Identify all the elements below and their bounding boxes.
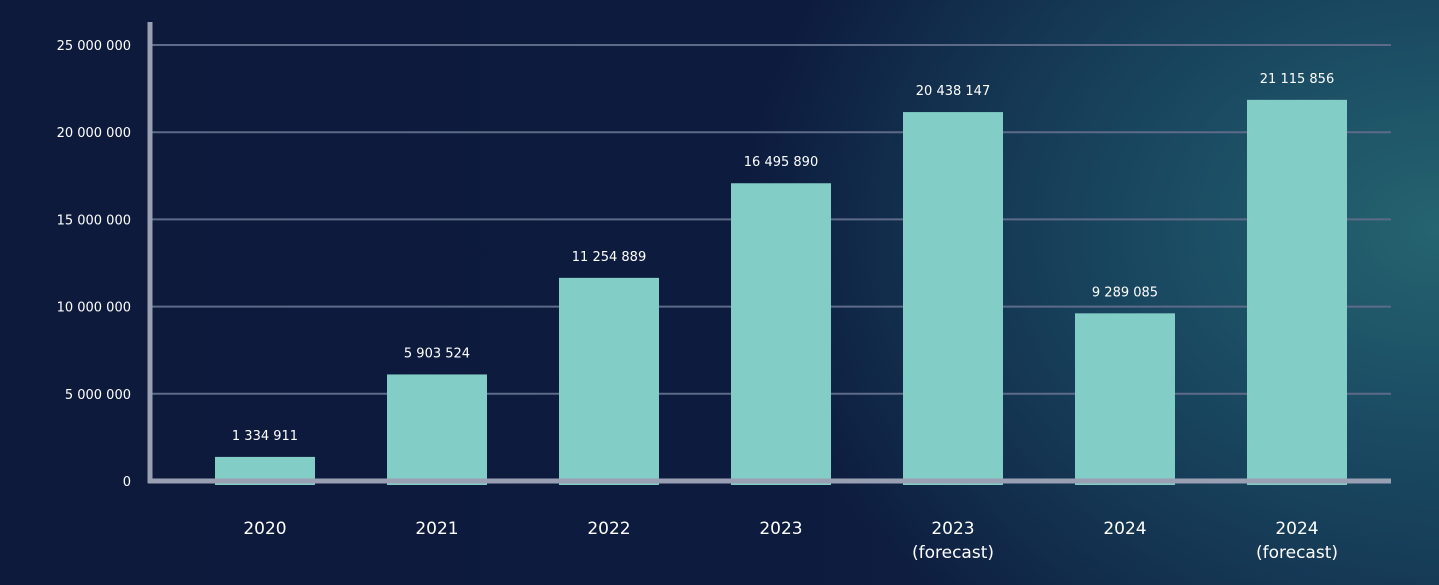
x-tick-label-line: 2022 [587, 519, 630, 539]
x-tick-label: 2023 [759, 519, 802, 539]
y-tick-label: 15 000 000 [57, 213, 131, 228]
y-tick-label: 5 000 000 [65, 388, 131, 403]
x-tick-label-line: 2020 [243, 519, 286, 539]
x-tick-label-line: (forecast) [912, 543, 994, 563]
bar-value-label: 16 495 890 [744, 155, 818, 170]
x-tick-label: 2020 [243, 519, 286, 539]
y-tick-label: 10 000 000 [57, 301, 131, 316]
bar [731, 183, 831, 485]
bar-value-label: 11 254 889 [572, 250, 646, 265]
bar-value-label: 21 115 856 [1260, 72, 1334, 87]
x-axis-labels: 2020 2021 2022 2023 2023 (forecast) 2024 2024 (f… [243, 519, 1338, 563]
y-tick-label: 0 [123, 475, 131, 490]
x-tick-label: 2022 [587, 519, 630, 539]
x-tick-label: 2023 (forecast) [912, 519, 994, 563]
x-tick-label: 2024 (forecast) [1256, 519, 1338, 563]
x-tick-label-line: 2024 [1275, 519, 1318, 539]
bar [1247, 99, 1347, 486]
bars [215, 99, 1347, 486]
bar [387, 374, 487, 485]
x-tick-label-line: 2024 [1103, 519, 1146, 539]
bar-value-label: 5 903 524 [404, 346, 470, 361]
x-tick-label-line: 2023 [931, 519, 974, 539]
bar [559, 277, 659, 485]
bar-value-label: 1 334 911 [232, 429, 298, 444]
bar [903, 112, 1003, 485]
y-tick-label: 20 000 000 [57, 126, 131, 141]
bar-value-label: 20 438 147 [916, 84, 990, 99]
x-tick-label: 2024 [1103, 519, 1146, 539]
x-tick-label-line: 2021 [415, 519, 458, 539]
x-tick-label: 2021 [415, 519, 458, 539]
bar-value-label: 9 289 085 [1092, 285, 1158, 300]
y-axis-ticks: 0 5 000 000 10 000 000 15 000 000 20 000 000… [57, 39, 131, 490]
bar [1075, 313, 1175, 485]
axes [147, 22, 1391, 484]
y-tick-label: 25 000 000 [57, 39, 131, 54]
x-tick-label-line: 2023 [759, 519, 802, 539]
value-labels: 1 334 911 5 903 524 11 254 889 16 495 890 20… [232, 72, 1334, 444]
x-tick-label-line: (forecast) [1256, 543, 1338, 563]
